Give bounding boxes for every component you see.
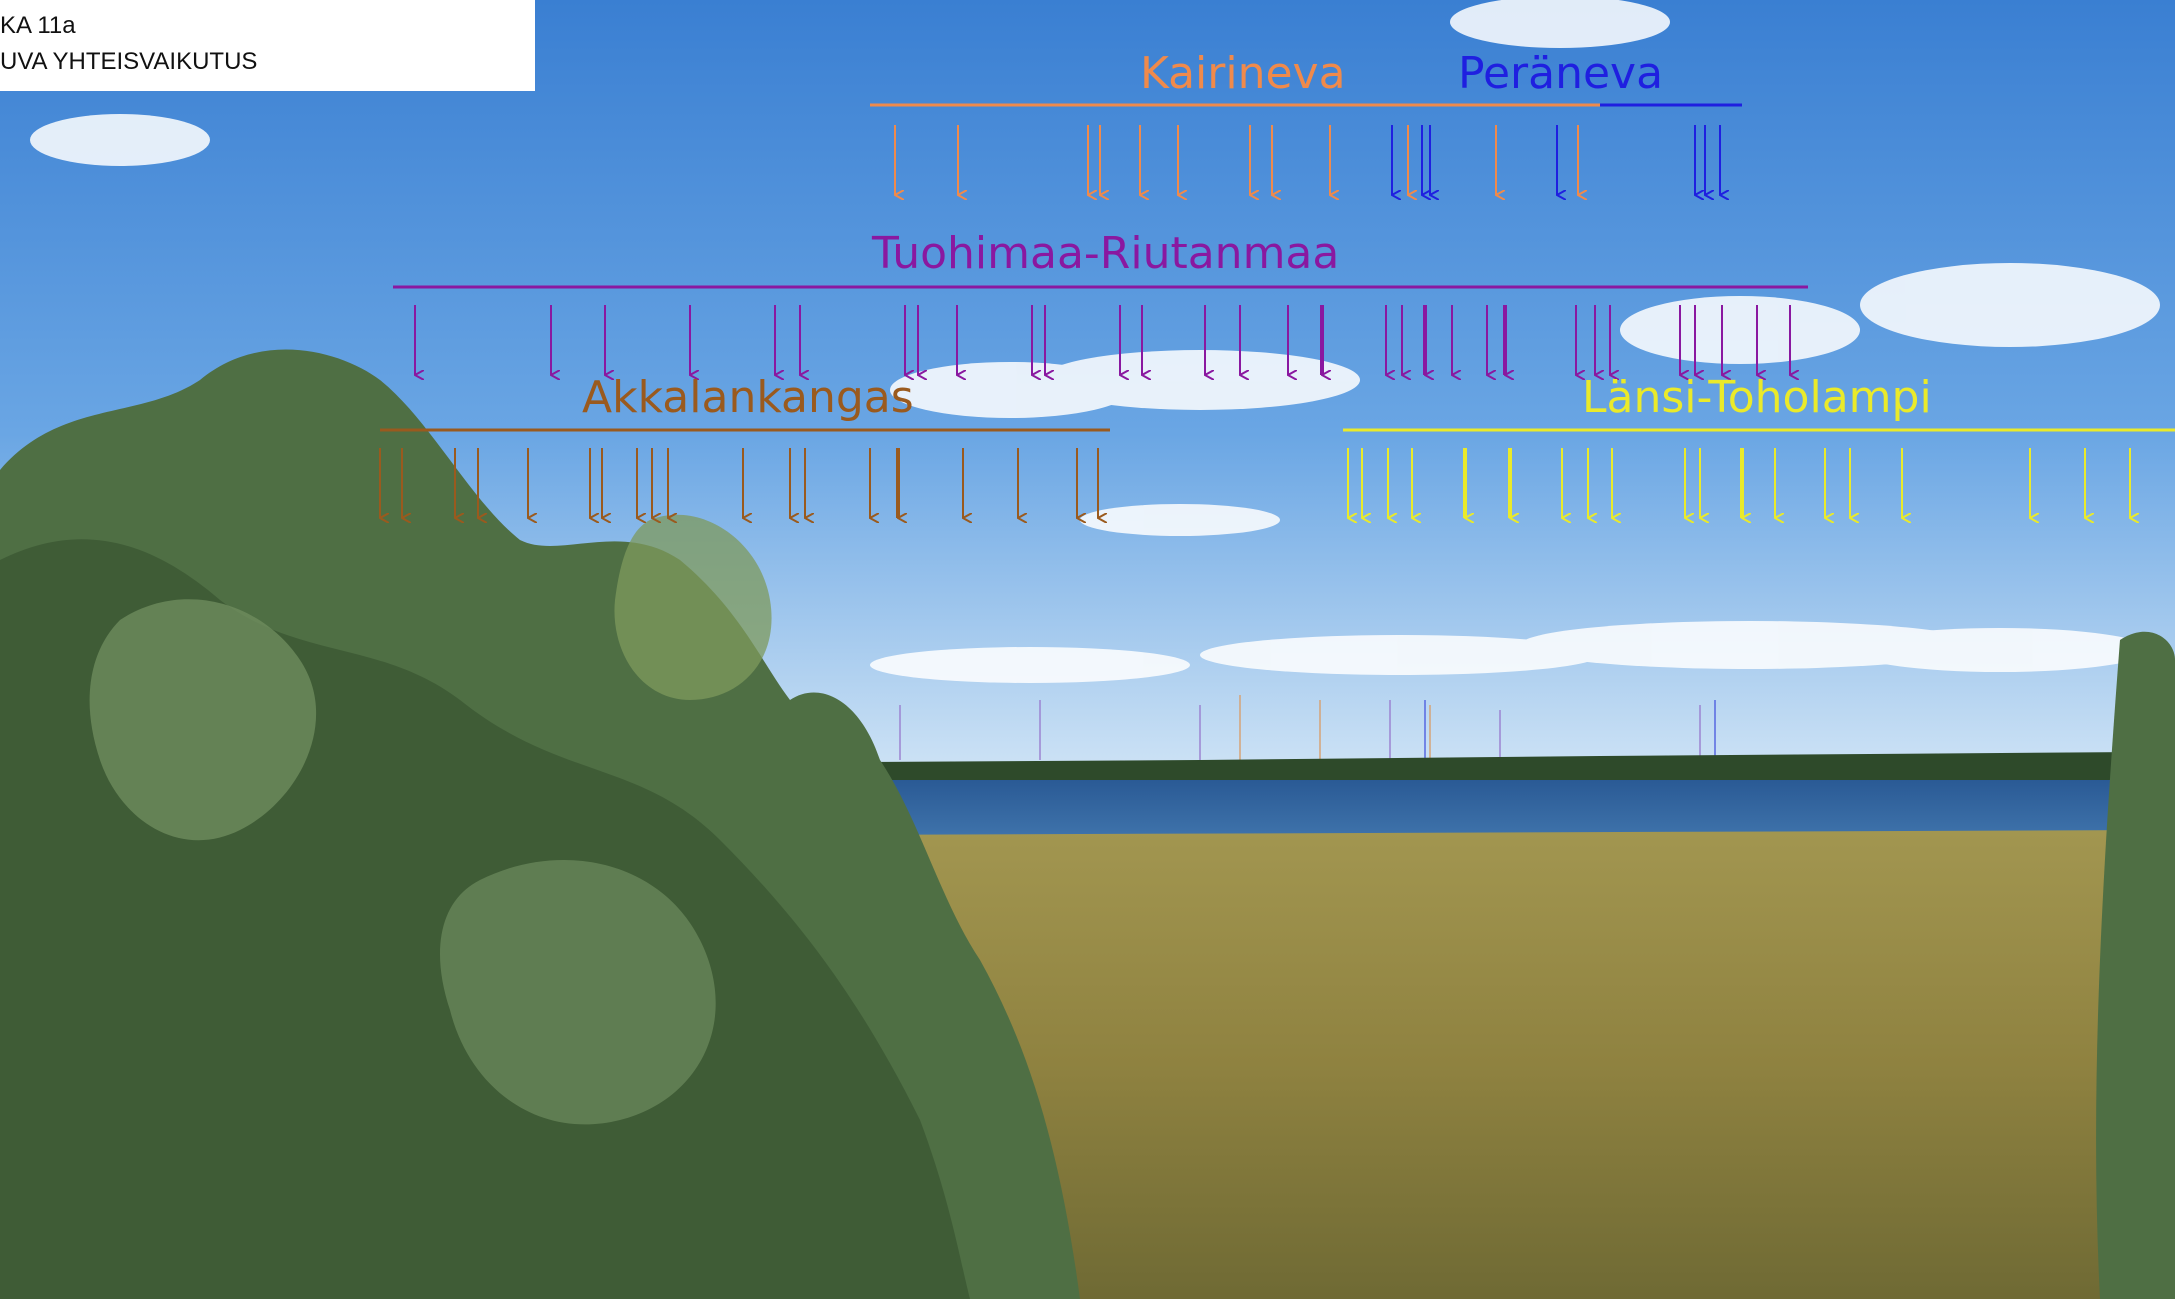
bush-right: [2096, 631, 2175, 1299]
label-lansi-toholampi: Länsi-Toholampi: [1582, 372, 1932, 423]
akkalankangas-markers: [379, 428, 1110, 518]
caption-line-1: KA 11a: [0, 12, 76, 39]
tuohimaa-markers: [393, 285, 1808, 375]
label-akkalankangas: Akkalankangas: [582, 372, 914, 423]
label-peraneva: Peräneva: [1458, 48, 1663, 99]
bushes-left: [0, 349, 1080, 1299]
label-tuohimaa-riutanmaa: Tuohimaa-Riutanmaa: [871, 228, 1339, 279]
lansi-toholampi-markers: [1343, 428, 2175, 518]
label-kairineva: Kairineva: [1140, 48, 1346, 99]
caption-box: KA 11a UVA YHTEISVAIKUTUS: [0, 0, 535, 91]
kairineva-markers: [870, 103, 1600, 195]
lake: [860, 780, 2175, 835]
distant-forest: [860, 752, 2175, 782]
caption-line-2: UVA YHTEISVAIKUTUS: [0, 48, 258, 75]
peraneva-markers: [1391, 103, 1742, 195]
meadow: [820, 830, 2175, 1299]
